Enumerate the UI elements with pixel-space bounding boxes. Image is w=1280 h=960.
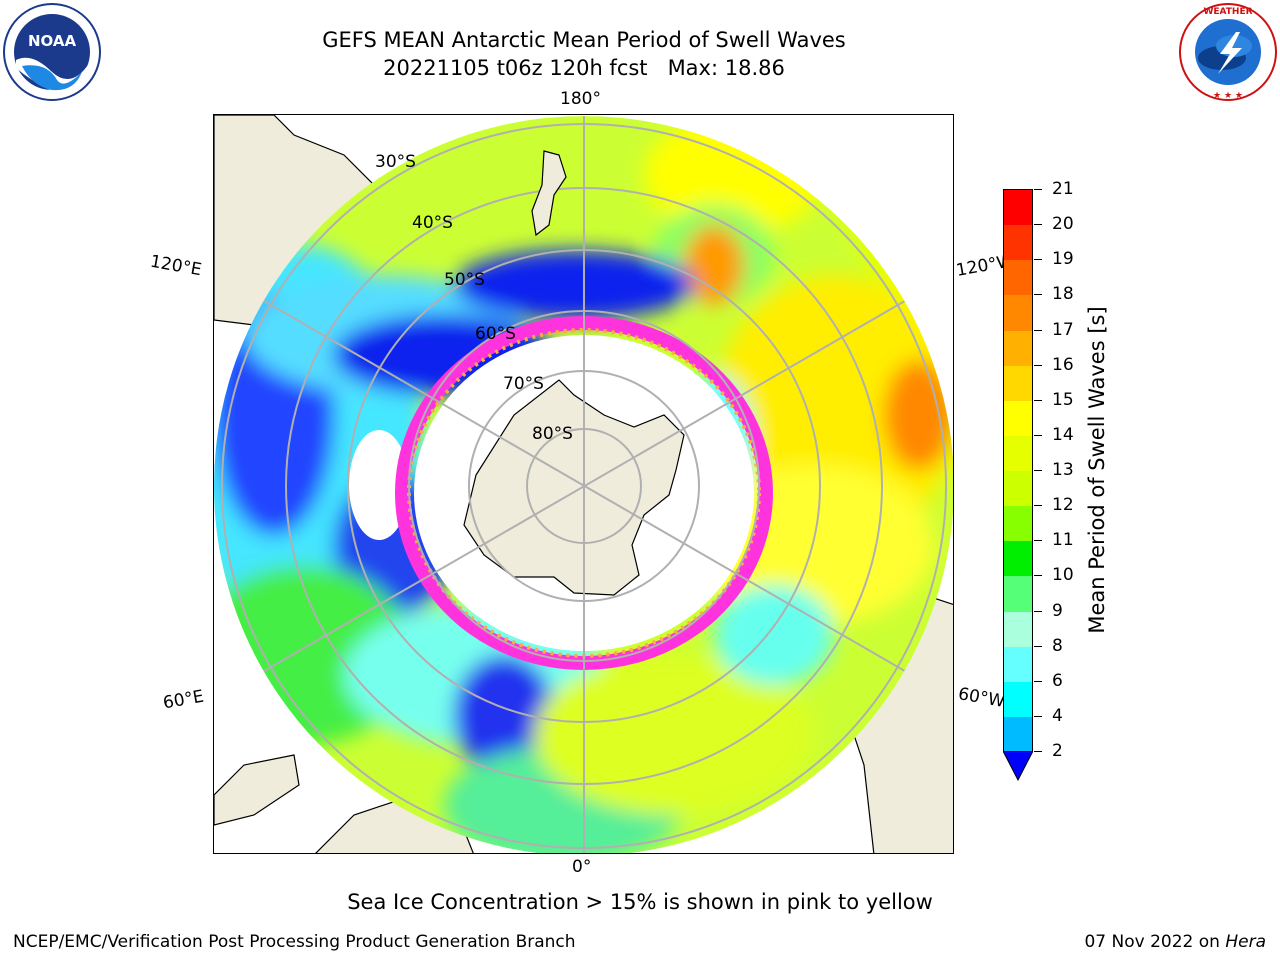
colorbar-tick-label: 18 — [1052, 284, 1074, 305]
lat-label-40s: 40°S — [412, 213, 453, 233]
colorbar-tick — [1034, 189, 1042, 190]
colorbar-segment — [1004, 506, 1032, 542]
antarctica-land — [463, 379, 685, 596]
colorbar-tick — [1034, 575, 1042, 577]
lon-label-lower-right: 60°W — [956, 684, 1007, 712]
colorbar-segment — [1004, 646, 1032, 683]
colorbar-tick-label: 6 — [1052, 670, 1063, 691]
polar-map — [213, 114, 954, 854]
colorbar-tick — [1034, 645, 1042, 647]
lat-label-50s: 50°S — [444, 270, 485, 290]
colorbar-tick — [1034, 540, 1042, 542]
colorbar — [1003, 189, 1033, 753]
footer-host: Hera — [1225, 932, 1266, 952]
colorbar-segment — [1004, 471, 1032, 507]
lon-label-top: 180° — [560, 89, 601, 109]
footer-date-text: 07 Nov 2022 on — [1084, 932, 1220, 952]
footer-date: 07 Nov 2022 on Hera — [1084, 932, 1266, 952]
colorbar-tick — [1034, 224, 1042, 226]
colorbar-segment — [1004, 225, 1032, 261]
colorbar-segment — [1004, 541, 1032, 577]
colorbar-tick-label: 4 — [1052, 705, 1063, 726]
colorbar-tick — [1034, 680, 1042, 682]
colorbar-tick-label: 20 — [1052, 214, 1074, 235]
colorbar-tick — [1034, 470, 1042, 471]
lat-label-30s: 30°S — [375, 152, 416, 172]
colorbar-tick — [1034, 399, 1042, 401]
colorbar-tick — [1034, 329, 1042, 331]
colorbar-segment — [1004, 681, 1032, 718]
colorbar-tick — [1034, 715, 1042, 717]
lon-label-bottom: 0° — [572, 857, 592, 877]
colorbar-tick-label: 16 — [1052, 354, 1074, 375]
national-weather-service-logo: WEATHER ★ ★ ★ — [1179, 3, 1277, 101]
colorbar-tick-label: 9 — [1052, 600, 1063, 621]
colorbar-tick-label: 10 — [1052, 565, 1074, 586]
colorbar-tick-label: 15 — [1052, 389, 1074, 410]
colorbar-tick-label: 11 — [1052, 530, 1074, 551]
land-lower-left — [214, 754, 300, 826]
new-zealand-land — [531, 150, 567, 237]
map-subtitle: 20221105 t06z 120h fcst Max: 18.86 — [383, 56, 785, 80]
colorbar-tick-label: 14 — [1052, 424, 1074, 445]
colorbar-title: Mean Period of Swell Waves [s] — [1085, 306, 1109, 634]
lon-label-lower-left: 60°E — [161, 686, 206, 714]
colorbar-tick-label: 19 — [1052, 249, 1074, 270]
colorbar-segment — [1004, 295, 1032, 331]
colorbar-extend-arrow — [1003, 751, 1033, 781]
map-title: GEFS MEAN Antarctic Mean Period of Swell… — [322, 28, 846, 52]
lat-label-70s: 70°S — [503, 374, 544, 394]
colorbar-segment — [1004, 611, 1032, 648]
colorbar-tick-label: 2 — [1052, 741, 1063, 761]
colorbar-tick-label: 12 — [1052, 495, 1074, 516]
colorbar-tick-label: 8 — [1052, 635, 1063, 656]
colorbar-tick-label: 13 — [1052, 460, 1074, 480]
colorbar-segment — [1004, 190, 1032, 226]
data-disc — [214, 116, 953, 853]
lon-label-upper-left: 120°E — [148, 251, 204, 281]
colorbar-segment — [1004, 260, 1032, 296]
swell-period-field — [214, 115, 953, 853]
colorbar-tick — [1034, 505, 1042, 507]
colorbar-tick — [1034, 259, 1042, 261]
colorbar-tick — [1034, 364, 1042, 366]
colorbar-tick-label: 17 — [1052, 319, 1074, 340]
lat-label-80s: 80°S — [532, 424, 573, 444]
colorbar-tick — [1034, 610, 1042, 612]
svg-text:★ ★ ★: ★ ★ ★ — [1213, 91, 1243, 101]
colorbar-tick — [1034, 294, 1042, 296]
colorbar-tick — [1034, 434, 1042, 436]
svg-text:NOAA: NOAA — [28, 32, 77, 50]
colorbar-segment — [1004, 400, 1032, 437]
colorbar-segment — [1004, 365, 1032, 402]
footer-branch: NCEP/EMC/Verification Post Processing Pr… — [13, 932, 576, 952]
svg-text:WEATHER: WEATHER — [1203, 7, 1252, 17]
colorbar-segment — [1004, 576, 1032, 612]
colorbar-segment — [1004, 716, 1032, 753]
colorbar-tick-label: 21 — [1052, 179, 1074, 199]
colorbar-tick — [1034, 751, 1042, 752]
colorbar-segment — [1004, 435, 1032, 472]
colorbar-segment — [1004, 330, 1032, 367]
noaa-logo: NOAA — [3, 3, 101, 101]
lat-label-60s: 60°S — [475, 324, 516, 344]
sea-ice-note: Sea Ice Concentration > 15% is shown in … — [347, 890, 933, 914]
